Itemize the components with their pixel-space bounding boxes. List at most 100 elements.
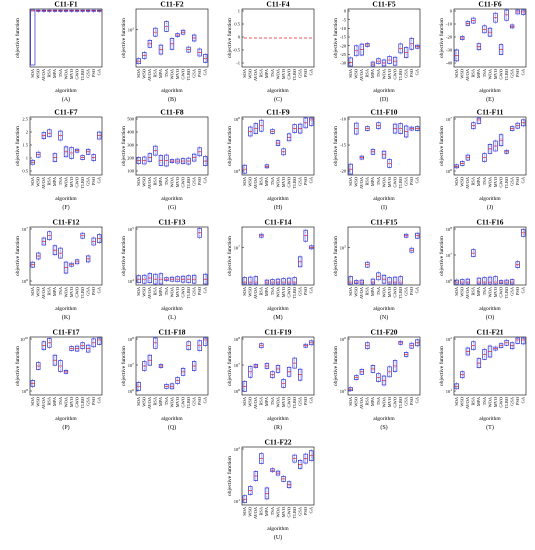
x-tick-label: WOA <box>169 396 174 407</box>
y-axis-label: objective function <box>332 346 339 386</box>
y-tick-label: 107 <box>446 116 453 122</box>
x-tick-label: GWO <box>286 287 291 298</box>
x-tick-label: MPA <box>52 176 57 186</box>
plot-frame <box>241 336 315 396</box>
x-tick-label: MPA <box>52 68 57 78</box>
x-tick-label: GA <box>521 68 526 75</box>
x-tick-label: MPA <box>264 176 269 186</box>
x-tick-label: TSA <box>482 68 487 77</box>
x-tick-label: AVOA <box>147 286 152 299</box>
x-tick-label: TLBO <box>80 69 85 80</box>
x-tick-label: WSO <box>354 397 359 407</box>
x-tick-label: TLBO <box>80 177 85 188</box>
x-tick-label: WSO <box>248 287 253 297</box>
box-wso <box>142 361 147 371</box>
x-tick-label: GSA <box>191 396 196 406</box>
box-soa <box>348 276 353 285</box>
x-tick-label: MVO <box>69 69 74 79</box>
y-tick-label: 106 <box>234 116 241 122</box>
x-tick-label: GA <box>309 176 314 183</box>
x-tick-label: GWO <box>74 177 79 188</box>
x-tick-label: SOA <box>136 286 141 296</box>
plot-frame <box>453 336 527 396</box>
x-tick-label: WOA <box>381 396 386 407</box>
subplot-title: C11-F2 <box>160 0 184 9</box>
x-tick-label: GA <box>309 396 314 403</box>
box-mvo <box>387 277 392 285</box>
y-tick-label: 107 <box>128 362 135 368</box>
plot-frame <box>241 116 315 176</box>
subplot-letter: (I) <box>381 204 387 211</box>
plot-frame <box>135 226 209 286</box>
subplot-letter: (T) <box>486 424 494 431</box>
y-tick-label: 107 <box>22 226 29 232</box>
x-tick-label: WOA <box>275 68 280 79</box>
x-tick-label: MVO <box>493 287 498 297</box>
box-wso <box>142 156 147 165</box>
x-axis-label: algorithm <box>161 88 183 94</box>
subplot-title: C11-F6 <box>478 0 502 9</box>
x-tick-label: MVO <box>175 287 180 297</box>
x-axis-label: algorithm <box>373 306 395 312</box>
x-tick-label: RSA <box>47 68 52 77</box>
subplot-title: C11-F9 <box>266 108 290 117</box>
plot-frame <box>135 336 209 396</box>
x-tick-label: GSA <box>403 286 408 296</box>
x-tick-label: RSA <box>471 286 476 295</box>
y-tick-label: -15 <box>340 35 347 40</box>
x-tick-label: RSA <box>47 286 52 295</box>
x-tick-label: GSA <box>191 176 196 186</box>
box-mvo <box>493 276 498 285</box>
box-pso <box>515 337 520 344</box>
x-axis-label: algorithm <box>479 196 501 202</box>
y-tick-label: -10 <box>340 26 347 31</box>
y-tick-label: 0.5 <box>234 22 240 27</box>
x-axis-label: algorithm <box>55 306 77 312</box>
x-tick-label: TSA <box>58 176 63 185</box>
box-woa <box>63 261 69 274</box>
subplot-title: C11-F20 <box>370 328 397 337</box>
x-tick-label: TLBO <box>504 287 509 298</box>
box-ga <box>521 337 526 345</box>
x-tick-label: TSA <box>482 396 487 405</box>
x-tick-label: GWO <box>286 397 291 408</box>
y-axis-label: objective function <box>14 346 21 386</box>
x-axis-label: algorithm <box>373 416 395 422</box>
box-soa <box>242 277 247 285</box>
x-tick-label: PSO <box>303 177 308 185</box>
x-tick-label: GSA <box>403 396 408 406</box>
x-tick-label: PSO <box>303 287 308 295</box>
x-tick-label: GSA <box>297 68 302 78</box>
x-tick-label: TLBO <box>398 287 403 298</box>
x-tick-label: MPA <box>158 286 163 296</box>
x-tick-label: GA <box>521 396 526 403</box>
x-tick-label: PSO <box>515 177 520 185</box>
x-tick-label: MPA <box>264 68 269 78</box>
x-tick-label: GWO <box>392 287 397 298</box>
y-axis-label: objective function <box>226 18 233 58</box>
x-tick-label: AVOA <box>253 176 258 189</box>
x-tick-label: WSO <box>36 177 41 187</box>
x-tick-label: PSO <box>303 507 308 515</box>
x-tick-label: WOA <box>275 286 280 297</box>
plot-frame <box>453 226 527 286</box>
y-axis-label: objective function <box>14 18 21 58</box>
x-tick-label: AVOA <box>41 68 46 81</box>
y-tick-label: 0.5 <box>22 169 28 174</box>
x-tick-label: TSA <box>164 176 169 185</box>
box-ga <box>309 117 314 126</box>
box-woa <box>169 37 175 50</box>
x-tick-label: WSO <box>142 69 147 79</box>
subplot-letter: (P) <box>62 424 69 431</box>
x-tick-label: TLBO <box>80 397 85 408</box>
x-tick-label: GSA <box>297 176 302 186</box>
x-tick-label: SOA <box>454 68 459 78</box>
x-tick-label: MVO <box>493 177 498 187</box>
y-tick-label: -25 <box>340 52 347 57</box>
x-tick-label: WSO <box>248 177 253 187</box>
y-axis-label: objective function <box>332 236 339 276</box>
x-tick-label: TSA <box>376 176 381 185</box>
box-wso <box>248 126 253 137</box>
